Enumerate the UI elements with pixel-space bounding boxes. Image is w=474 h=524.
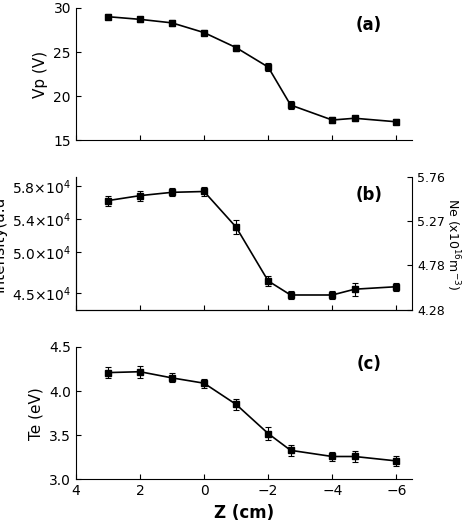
Y-axis label: Te (eV): Te (eV) (28, 387, 44, 440)
Text: (a): (a) (356, 16, 382, 34)
Text: (b): (b) (355, 185, 382, 204)
Y-axis label: Vp (V): Vp (V) (33, 50, 48, 97)
Text: (c): (c) (356, 355, 381, 373)
Y-axis label: Intensity(a.u: Intensity(a.u (0, 195, 6, 292)
Y-axis label: Ne (x10$^{16}$m$^{-3}$): Ne (x10$^{16}$m$^{-3}$) (444, 198, 462, 290)
X-axis label: Z (cm): Z (cm) (214, 504, 274, 522)
